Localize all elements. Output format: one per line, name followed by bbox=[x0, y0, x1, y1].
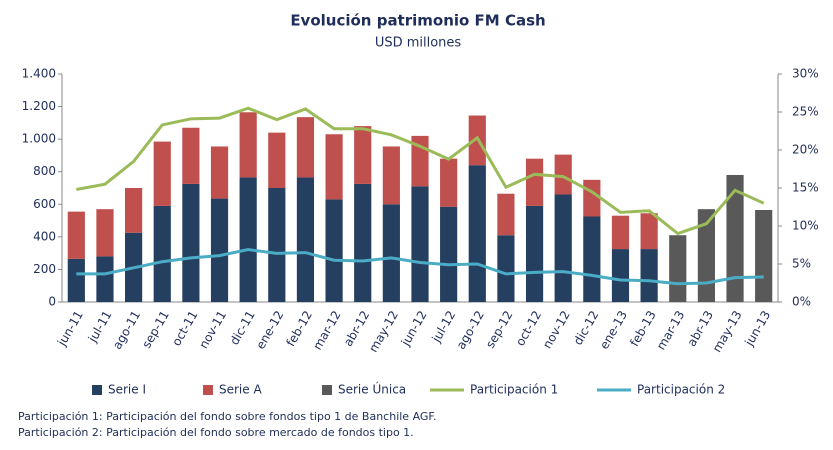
bar bbox=[296, 117, 315, 178]
bar bbox=[239, 177, 257, 302]
legend-swatch bbox=[322, 385, 332, 395]
x-tick-label: dic-12 bbox=[571, 308, 602, 347]
legend-swatch bbox=[92, 385, 102, 395]
x-tick-label: mar-12 bbox=[310, 308, 344, 352]
x-tick-label: oct-12 bbox=[513, 308, 544, 348]
bar bbox=[525, 205, 544, 302]
bar bbox=[354, 126, 372, 184]
legend-label: Participación 2 bbox=[637, 383, 725, 397]
bar bbox=[153, 205, 171, 302]
x-tick-label: nov-11 bbox=[196, 308, 229, 351]
x-tick-label: sep-11 bbox=[139, 308, 172, 350]
y-tick-label: 1.200 bbox=[22, 99, 56, 113]
bar bbox=[382, 204, 400, 302]
bar bbox=[726, 174, 744, 302]
legend-label: Serie Única bbox=[338, 382, 406, 397]
y2-tick-label: 0% bbox=[792, 295, 811, 309]
bar bbox=[697, 209, 715, 302]
x-tick-label: jul-11 bbox=[85, 308, 115, 345]
bar bbox=[669, 235, 687, 302]
footnote: Participación 2: Participación del fondo… bbox=[18, 426, 414, 439]
x-tick-label: feb-12 bbox=[284, 308, 316, 349]
y2-tick-label: 15% bbox=[792, 181, 819, 195]
bar bbox=[67, 258, 85, 302]
bar bbox=[411, 186, 429, 302]
bar bbox=[182, 127, 200, 184]
bar bbox=[583, 216, 601, 302]
bar bbox=[96, 256, 114, 302]
bar bbox=[239, 112, 257, 178]
x-tick-label: nov-12 bbox=[540, 308, 573, 351]
x-tick-label: oct-11 bbox=[169, 308, 200, 348]
y-tick-label: 800 bbox=[33, 164, 56, 178]
bar bbox=[554, 154, 572, 195]
bar bbox=[468, 165, 486, 302]
y2-tick-label: 20% bbox=[792, 143, 819, 157]
x-tick-label: jul-12 bbox=[429, 308, 459, 345]
bar bbox=[554, 194, 572, 302]
y-tick-label: 0 bbox=[48, 295, 56, 309]
x-tick-label: jun-13 bbox=[742, 308, 774, 349]
bar bbox=[125, 188, 143, 233]
x-tick-label: ago-12 bbox=[454, 308, 487, 351]
bar bbox=[640, 249, 658, 302]
chart-title: Evolución patrimonio FM Cash bbox=[290, 12, 545, 30]
y2-tick-label: 25% bbox=[792, 105, 819, 119]
bar bbox=[182, 183, 200, 302]
y-tick-label: 1.000 bbox=[22, 132, 56, 146]
legend-swatch bbox=[203, 385, 213, 395]
bar bbox=[611, 215, 630, 250]
x-tick-label: mar-13 bbox=[654, 308, 688, 352]
y-tick-label: 400 bbox=[33, 229, 56, 243]
bar bbox=[268, 132, 286, 188]
bar bbox=[210, 146, 229, 199]
bar bbox=[354, 183, 372, 302]
bar bbox=[153, 141, 171, 206]
line bbox=[76, 106, 765, 236]
line bbox=[76, 248, 764, 286]
chart-subtitle: USD millones bbox=[375, 36, 462, 51]
bar bbox=[440, 206, 458, 302]
bar bbox=[268, 188, 286, 302]
x-tick-label: ago-11 bbox=[110, 308, 143, 351]
x-tick-label: feb-13 bbox=[627, 308, 659, 349]
y-tick-label: 200 bbox=[33, 262, 56, 276]
bar bbox=[325, 134, 343, 200]
bar bbox=[210, 198, 229, 302]
bar bbox=[440, 158, 458, 207]
bar bbox=[325, 199, 343, 302]
legend-label: Serie A bbox=[219, 383, 262, 397]
bar bbox=[611, 249, 630, 302]
x-tick-label: abr-12 bbox=[341, 308, 372, 349]
y-tick-label: 1.400 bbox=[22, 67, 56, 81]
x-tick-label: dic-11 bbox=[227, 308, 258, 347]
bar bbox=[497, 235, 515, 302]
x-tick-label: jun-12 bbox=[398, 308, 430, 349]
legend-label: Serie I bbox=[108, 383, 146, 397]
y2-tick-label: 10% bbox=[792, 219, 819, 233]
bar bbox=[525, 158, 544, 206]
x-tick-label: ene-12 bbox=[253, 308, 286, 351]
x-tick-label: jun-11 bbox=[54, 308, 86, 349]
footnote: Participación 1: Participación del fondo… bbox=[18, 410, 436, 423]
bar bbox=[755, 209, 773, 302]
bar bbox=[640, 213, 658, 250]
bar bbox=[382, 146, 400, 205]
bar bbox=[583, 179, 601, 217]
bar bbox=[96, 209, 114, 257]
bar bbox=[497, 193, 515, 236]
y2-tick-label: 30% bbox=[792, 67, 819, 81]
legend-label: Participación 1 bbox=[470, 383, 558, 397]
x-tick-label: sep-12 bbox=[483, 308, 516, 350]
bar bbox=[296, 177, 315, 302]
bar bbox=[67, 211, 85, 259]
x-tick-label: ene-13 bbox=[597, 308, 630, 351]
y-tick-label: 600 bbox=[33, 197, 56, 211]
x-tick-label: abr-13 bbox=[685, 308, 716, 349]
y2-tick-label: 5% bbox=[792, 257, 811, 271]
